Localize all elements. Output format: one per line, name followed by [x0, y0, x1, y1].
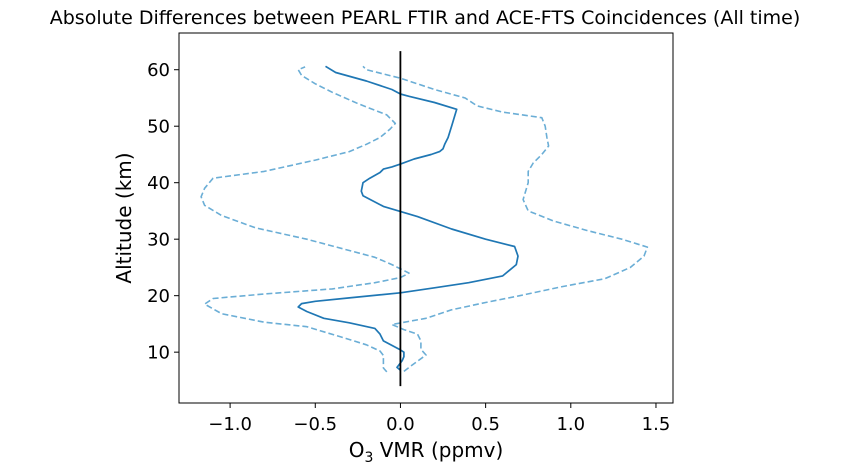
series-line-mean-minus-std — [200, 66, 410, 373]
plot-area — [200, 51, 649, 387]
x-axis-label-subscript: 3 — [364, 450, 373, 466]
x-tick-label: 0.0 — [386, 414, 415, 435]
x-tick-label: −1.0 — [208, 414, 252, 435]
y-axis-label: Altitude (km) — [112, 152, 136, 283]
chart-title: Absolute Differences between PEARL FTIR … — [50, 7, 801, 29]
x-tick-label: 1.0 — [556, 414, 585, 435]
y-tick-label: 60 — [147, 60, 170, 81]
axes-frame — [178, 32, 674, 404]
y-tick-label: 10 — [147, 343, 170, 364]
x-tick-label: −0.5 — [293, 414, 337, 435]
x-axis-label-units: VMR (ppmv) — [373, 438, 503, 462]
y-tick-label: 20 — [147, 286, 170, 307]
x-axis-label: O3 VMR (ppmv) — [349, 438, 504, 466]
series-line-mean-plus-std — [362, 65, 649, 373]
y-tick-label: 30 — [147, 230, 170, 251]
x-tick-label: 0.5 — [471, 414, 500, 435]
y-tick-label: 40 — [147, 173, 170, 194]
x-tick-label: 1.5 — [642, 414, 671, 435]
x-axis: −1.0 −0.5 0.0 0.5 1.0 1.5 — [208, 403, 670, 435]
series-line-mean — [297, 65, 519, 371]
y-tick-label: 50 — [147, 117, 170, 138]
y-axis: 10 20 30 40 50 60 — [147, 60, 179, 364]
